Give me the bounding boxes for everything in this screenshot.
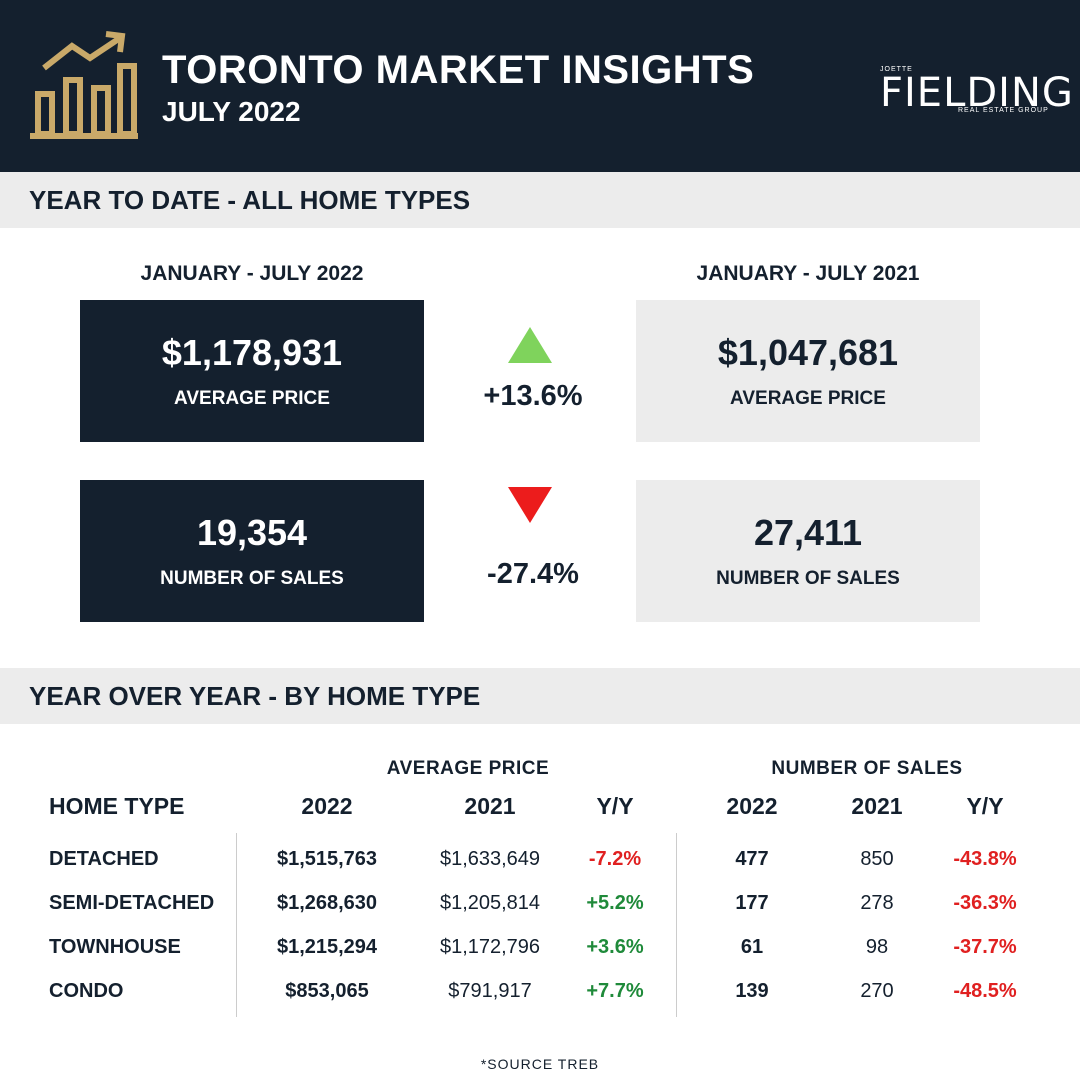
column-header: 2022: [301, 793, 353, 819]
table-cell: -7.2%: [588, 848, 642, 870]
group-heading: AVERAGE PRICE: [386, 758, 550, 779]
table-cell: 177: [735, 892, 769, 914]
metric-label: NUMBER OF SALES: [716, 568, 900, 589]
arrow: [508, 327, 552, 363]
group-heading: NUMBER OF SALES: [771, 758, 963, 779]
column-header: 2021: [851, 793, 903, 819]
table-cell: -48.5%: [953, 980, 1017, 1002]
table-cell: 61: [740, 936, 764, 958]
table-cell: +5.2%: [586, 892, 644, 914]
table-cell: $1,633,649: [439, 848, 541, 870]
table-cell: $791,917: [448, 980, 532, 1002]
table-cell: $1,205,814: [439, 892, 541, 914]
header: TORONTO MARKET INSIGHTS JULY 2022 JOETTE…: [0, 0, 1080, 172]
table-cell: -37.7%: [953, 936, 1017, 958]
divider: [676, 833, 677, 1017]
table-cell: 139: [735, 980, 769, 1002]
table-cell: $1,215,294: [276, 936, 378, 958]
change: -27.4%: [487, 558, 579, 590]
metric-box: $1,047,681 AVERAGE PRICE: [636, 300, 980, 442]
row-label: CONDO: [49, 980, 124, 1002]
metric-label: AVERAGE PRICE: [174, 388, 330, 409]
column-header: HOME TYPE: [49, 793, 185, 819]
change: +13.6%: [483, 380, 583, 412]
subtitle: JULY 2022: [162, 96, 301, 127]
table-cell: $1,515,763: [276, 848, 378, 870]
metric-box: 27,411 NUMBER OF SALES: [636, 480, 980, 622]
table-cell: $1,172,796: [439, 936, 541, 958]
table-cell: -36.3%: [953, 892, 1017, 914]
row-label: TOWNHOUSE: [49, 936, 181, 958]
title: TORONTO MARKET INSIGHTS: [162, 48, 755, 92]
table-cell: 270: [860, 980, 894, 1002]
arrow-up: [508, 327, 552, 363]
arrow-down: [508, 487, 552, 523]
metric-value: 19,354: [196, 512, 308, 553]
logo-name: FIELDING: [880, 70, 1074, 116]
metric-label: NUMBER OF SALES: [160, 568, 344, 589]
logo-tagline: REAL ESTATE GROUP: [958, 107, 1049, 114]
metric-label: AVERAGE PRICE: [730, 388, 886, 409]
chart-icon: [30, 31, 138, 139]
arrow: [508, 487, 552, 523]
section-heading: YEAR OVER YEAR - BY HOME TYPE: [29, 681, 481, 711]
period-label: JANUARY - JULY 2021: [696, 262, 920, 285]
table-cell: +3.6%: [586, 936, 644, 958]
table-cell: 98: [865, 936, 889, 958]
table-cell: 850: [860, 848, 894, 870]
row-label: DETACHED: [49, 848, 159, 870]
table-cell: 278: [860, 892, 894, 914]
table-cell: $853,065: [285, 980, 369, 1002]
metric-value: 27,411: [753, 512, 863, 553]
period-label: JANUARY - JULY 2022: [140, 262, 364, 285]
metric-value: $1,047,681: [717, 332, 899, 373]
metric-box: $1,178,931 AVERAGE PRICE: [80, 300, 424, 442]
divider: [236, 833, 237, 1017]
section-bar: [0, 172, 1080, 228]
logo-small: JOETTE: [880, 66, 913, 73]
column-header: Y/Y: [596, 793, 634, 819]
table-cell: -43.8%: [953, 848, 1017, 870]
table-cell: 477: [735, 848, 769, 870]
column-header: Y/Y: [966, 793, 1004, 819]
section-bar: [0, 668, 1080, 724]
column-header: 2021: [464, 793, 516, 819]
table-cell: $1,268,630: [276, 892, 378, 914]
table-cell: +7.7%: [586, 980, 644, 1002]
metric-value: $1,178,931: [161, 332, 343, 373]
row-label: SEMI-DETACHED: [49, 892, 215, 914]
source: *SOURCE TREB: [480, 1056, 600, 1072]
metric-box: 19,354 NUMBER OF SALES: [80, 480, 424, 622]
section-heading: YEAR TO DATE - ALL HOME TYPES: [29, 185, 471, 215]
column-header: 2022: [726, 793, 778, 819]
